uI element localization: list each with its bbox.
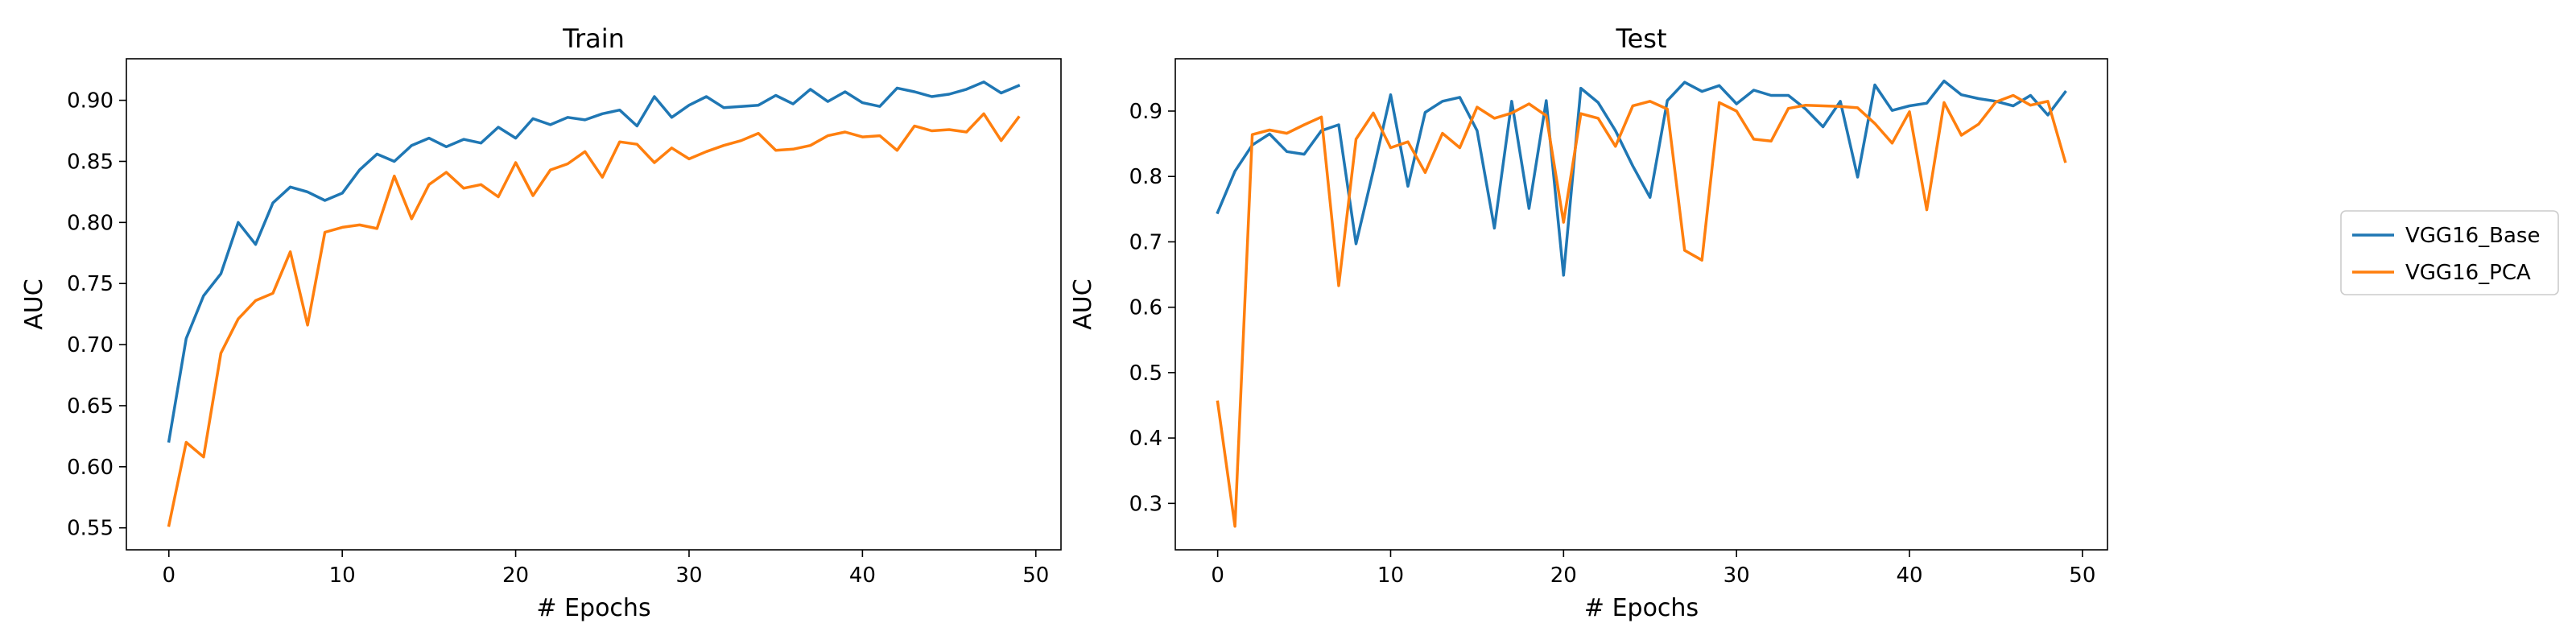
x-tick-label: 30 [1724,564,1750,588]
series-line-0 [1216,79,2067,277]
legend-label-0: VGG16_Base [2405,224,2540,248]
y-tick-label: 0.9 [1129,100,1162,124]
chart-0: 0 10 20 30 40 50 0.55 0.60 0.65 0.70 0.75 0.80 0.85 0… [20,23,1062,622]
legend: VGG16_Base VGG16_PCA [2340,210,2559,295]
x-tick-label: 30 [675,564,702,588]
y-tick-label: 0.7 [1129,230,1162,254]
y-tick-label: 0.75 [67,272,114,296]
y-tick-label: 0.6 [1129,296,1162,320]
x-axis-label: # Epochs [1584,594,1699,622]
series-line-1 [167,112,1021,527]
y-tick-label: 0.60 [67,456,114,480]
chart-1: 0 10 20 30 40 50 0.3 0.4 0.5 0.6 0.7 0.8 0.9 Test # Ep… [1069,23,2108,622]
legend-label-1: VGG16_PCA [2405,261,2531,285]
x-tick-label: 40 [1896,564,1922,588]
legend-box [2340,210,2559,295]
x-tick-label: 0 [162,564,175,588]
x-tick-label: 40 [849,564,876,588]
y-tick-label: 0.3 [1129,492,1162,516]
y-tick-label: 0.90 [67,89,114,114]
y-tick-label: 0.5 [1129,361,1162,386]
y-tick-label: 0.85 [67,150,114,174]
x-tick-label: 0 [1211,564,1224,588]
y-tick-label: 0.65 [67,394,114,419]
chart-title: Train [562,23,625,54]
y-axis-label: AUC [1069,279,1097,329]
y-tick-label: 0.8 [1129,165,1162,189]
series-line-0 [167,80,1021,444]
x-tick-label: 10 [329,564,356,588]
x-tick-label: 50 [1022,564,1049,588]
y-tick-label: 0.55 [67,517,114,541]
x-tick-label: 20 [1550,564,1577,588]
y-axis-label: AUC [20,279,48,329]
x-tick-label: 10 [1377,564,1404,588]
chart-title: Test [1615,23,1666,54]
series-line-1 [1216,93,2067,528]
x-axis-label: # Epochs [536,594,650,622]
axes-frame [1174,58,2108,551]
charts-layer: 0 10 20 30 40 500.550.600.650.700.750.800.850… [20,23,2108,622]
x-tick-label: 20 [502,564,529,588]
y-tick-label: 0.80 [67,211,114,235]
axes-frame [126,58,1062,551]
x-tick-label: 50 [2069,564,2095,588]
y-tick-label: 0.4 [1129,427,1162,451]
y-tick-label: 0.70 [67,333,114,357]
